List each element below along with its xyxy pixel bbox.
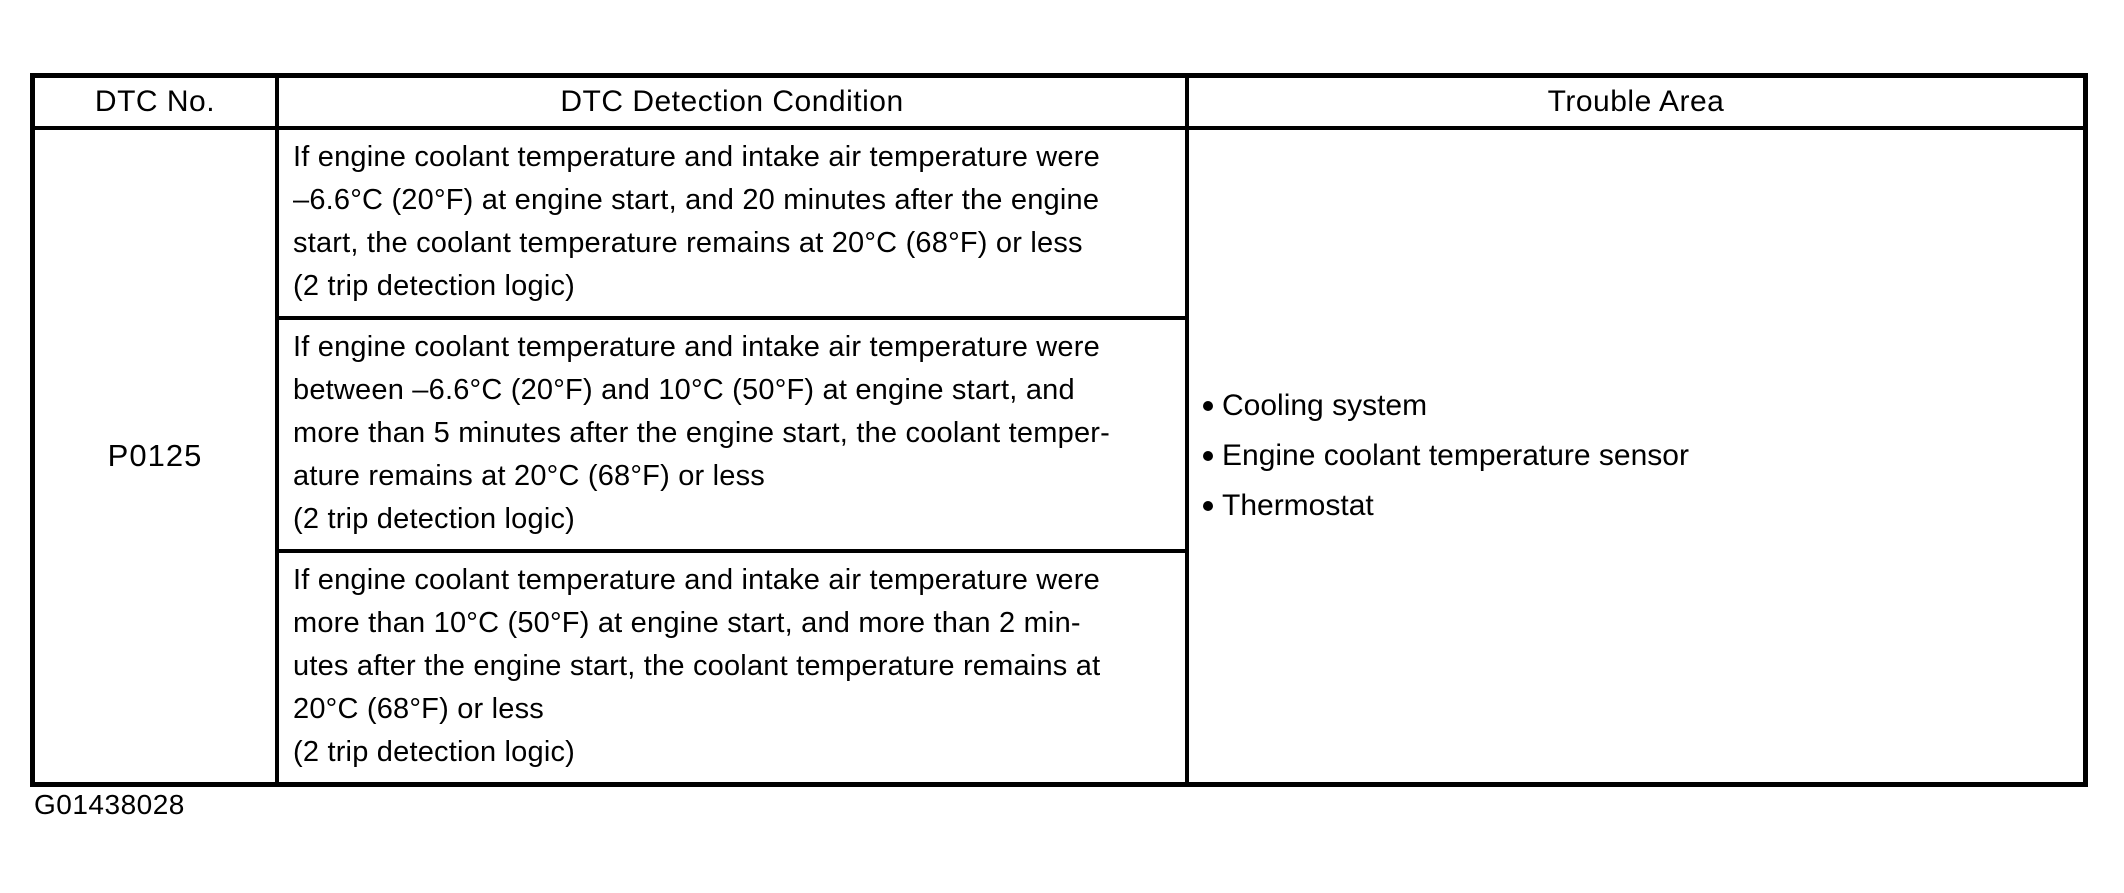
column-header-trouble-area: Trouble Area [1547, 85, 1725, 118]
trouble-area-item: Thermostat [1203, 481, 2083, 531]
trouble-area-list: Cooling system Engine coolant temperatur… [1189, 130, 2083, 782]
figure-code: G01438028 [34, 789, 185, 820]
column-header-dtc-no: DTC No. [35, 78, 279, 126]
trouble-area-item: Engine coolant temperature sensor [1203, 431, 2083, 481]
trouble-area-label: Thermostat [1222, 489, 1374, 522]
trouble-area-label: Engine coolant temperature sensor [1222, 439, 1689, 472]
bullet-icon [1203, 401, 1213, 411]
dtc-table: DTC No. DTC Detection Condition Trouble … [30, 73, 2088, 787]
dtc-code-cell: P0125 [35, 130, 279, 782]
column-header-detection-condition: DTC Detection Condition [279, 78, 1189, 126]
table-header-row: DTC No. DTC Detection Condition Trouble … [35, 78, 2083, 130]
trouble-area-item: Cooling system [1203, 381, 2083, 431]
detection-condition-1: If engine coolant temperature and intake… [293, 141, 1100, 302]
trouble-area-label: Cooling system [1222, 389, 1428, 422]
detection-condition-3: If engine coolant temperature and intake… [279, 549, 1185, 782]
detection-condition-2: If engine coolant temperature and intake… [279, 316, 1185, 549]
bullet-icon [1203, 501, 1213, 511]
detection-condition-column: If engine coolant temperature and intake… [279, 130, 1189, 782]
bullet-icon [1203, 451, 1213, 461]
table-body-row: P0125 If engine coolant temperature and … [35, 130, 2083, 782]
